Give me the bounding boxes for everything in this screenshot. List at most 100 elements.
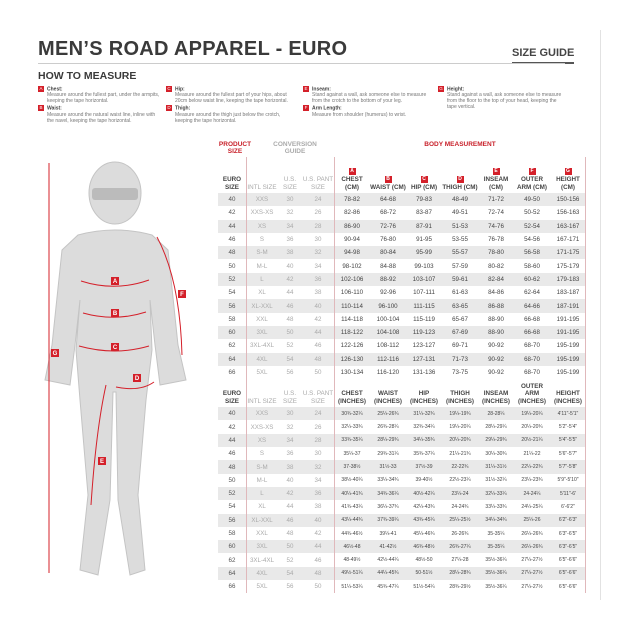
- table-cell: 98-102: [342, 262, 362, 270]
- letter-badge: F: [528, 168, 536, 175]
- table-cell: XXL: [256, 315, 268, 323]
- table-cell: 64: [228, 569, 236, 577]
- column-header-label: EURO SIZE: [222, 390, 242, 405]
- table-row: 58 XXL 48 42 114-118 100-104 115-119 65-67 88-90…: [218, 313, 586, 326]
- table-cell: 3XL-4XL: [249, 556, 275, 564]
- table-cell: 23¼-24: [451, 490, 469, 497]
- table-cell: 46: [286, 516, 294, 524]
- table-cell: 62: [228, 556, 236, 564]
- table-cell: 4'11"-5'1": [557, 410, 579, 417]
- table-cell: 5'6"-5'7": [558, 450, 578, 457]
- measure-item: D Thigh: Measure around the thigh just bel…: [166, 105, 291, 124]
- table-cell: 69-71: [452, 342, 468, 350]
- table-cell: 52: [228, 490, 236, 498]
- table-cell: 71-72: [488, 196, 504, 204]
- table-cell: 56: [228, 516, 236, 524]
- measure-text: Measure around the fullest part, under t…: [47, 92, 160, 105]
- measure-text: Stand against a wall, ask someone else t…: [312, 92, 427, 105]
- table-cell: 183-187: [556, 289, 580, 297]
- letter-badge: D: [456, 175, 464, 183]
- table-row: 62 3XL-4XL 52 46 48-49½ 42½-44¼ 48½-50 27¼-28 35…: [218, 554, 586, 567]
- table-cell: 22-22¾: [451, 464, 469, 471]
- table-cell: 30¾-32¼: [341, 410, 363, 417]
- table-cell: 42: [228, 423, 236, 431]
- column-header-label: HIP (INCHES): [410, 390, 438, 405]
- table-cell: 92-96: [380, 289, 396, 297]
- table-cell: 90-92: [488, 369, 504, 377]
- table-cell: 32¼-33¼: [485, 490, 507, 497]
- table-cell: 49-51: [452, 209, 468, 217]
- table-cell: 35-35¼: [487, 543, 505, 550]
- table-cell: 86-88: [488, 302, 504, 310]
- table-cell: 28: [314, 436, 322, 444]
- table-cell: 68-70: [524, 355, 540, 363]
- table-cell: 34: [314, 262, 322, 270]
- table-cell: 195-199: [556, 369, 580, 377]
- measure-label: Height:: [447, 86, 465, 93]
- table-cell: 49-50: [524, 196, 540, 204]
- letter-badge: F: [303, 105, 309, 112]
- table-cell: 37¾-39¼: [377, 517, 399, 524]
- divider: [600, 30, 601, 600]
- table-cell: 67-69: [452, 329, 468, 337]
- table-cell: 45¼-46¾: [413, 530, 435, 537]
- table-cell: 32: [286, 209, 294, 217]
- table-cell: 21¼-21¾: [449, 450, 471, 457]
- table-cell: 103-107: [412, 275, 436, 283]
- table-row: 40 XXS 30 24 30¾-32¼ 25¼-26¾ 31¼-32¾ 19¼-19¾ 28-…: [218, 407, 586, 421]
- column-header-label: CHEST (CM): [341, 176, 363, 191]
- table-cell: 66: [228, 583, 236, 591]
- table-cell: 58: [228, 530, 236, 538]
- table-cell: 37-38½: [343, 464, 361, 471]
- table-row: 60 3XL 50 44 118-122 104-108 119-123 67-69 88-90…: [218, 326, 586, 340]
- table-cell: 48: [228, 249, 236, 257]
- column-header-label: INTL SIZE: [247, 397, 277, 405]
- table-cell: 68-70: [524, 342, 540, 350]
- table-cell: 175-179: [556, 262, 580, 270]
- table-cell: 30: [314, 236, 322, 244]
- table-row: 42 XXS-XS 32 26 82-86 68-72 83-87 49-51 72-74 50-…: [218, 206, 586, 219]
- column-header: EURO SIZE: [218, 176, 246, 191]
- table-cell: S: [259, 236, 265, 244]
- table-cell: 96-100: [378, 302, 398, 310]
- table-cell: 4XL: [256, 355, 268, 363]
- table-cell: 100-104: [376, 315, 400, 323]
- table-cell: 38: [286, 249, 294, 257]
- table-cell: 84-86: [488, 289, 504, 297]
- table-cell: 40: [286, 476, 294, 484]
- table-cell: 42: [286, 275, 294, 283]
- table-cell: 6'3"-6'5": [558, 543, 578, 550]
- measure-text: Measure around the thigh just below the …: [175, 111, 281, 124]
- table-row: 54 XL 44 38 106-110 92-96 107-111 61-63 84-86 62-…: [218, 286, 586, 299]
- divider: [38, 63, 565, 64]
- column-header: HEIGHT (INCHES): [550, 390, 586, 405]
- table-cell: 74-76: [488, 222, 504, 230]
- table-cell: 26¾-27¼: [449, 543, 471, 550]
- table-cell: 40¼-41¾: [341, 490, 363, 497]
- table-cell: 102-106: [340, 275, 364, 283]
- table-row: 40 XXS 30 24 78-82 64-68 79-83 48-49 71-72 49-50 1…: [218, 193, 586, 207]
- table-row: 58 XXL 48 42 44¾-46½ 39¼-41 45¼-46¾ 26-26¾ 35-35…: [218, 527, 586, 540]
- table-cell: 43¾-45¼: [413, 517, 435, 524]
- table-cell: 4XL: [256, 569, 268, 577]
- column-header-label: U.S. SIZE: [283, 176, 297, 191]
- table-cell: 48½-50: [415, 557, 433, 564]
- table-cell: 44: [228, 222, 236, 230]
- table-cell: 110-114: [341, 302, 363, 310]
- table-cell: 54: [228, 503, 236, 511]
- table-cell: 78-80: [488, 249, 504, 257]
- table-cell: 64-68: [380, 196, 396, 204]
- column-header: A CHEST (CM): [334, 168, 370, 191]
- measure-item: E Inseam: Stand against a wall, ask someon…: [303, 86, 428, 104]
- column-header: U.S. PANT SIZE: [302, 390, 334, 405]
- table-row: 42 XXS-XS 32 26 32¼-33¾ 26¾-28¼ 32¾-34¼ 19¼-20¼…: [218, 421, 586, 434]
- table-cell: 123-127: [412, 342, 436, 350]
- table-cell: 32: [314, 463, 322, 471]
- table-cell: 19¼-20¼: [449, 424, 471, 431]
- column-header-label: INSEAM (INCHES): [482, 390, 510, 405]
- table-cell: 33¾-35¼: [341, 437, 363, 444]
- measure-label: Chest:: [47, 86, 63, 93]
- measure-label: Waist:: [47, 105, 62, 112]
- table-cell: 56: [286, 369, 294, 377]
